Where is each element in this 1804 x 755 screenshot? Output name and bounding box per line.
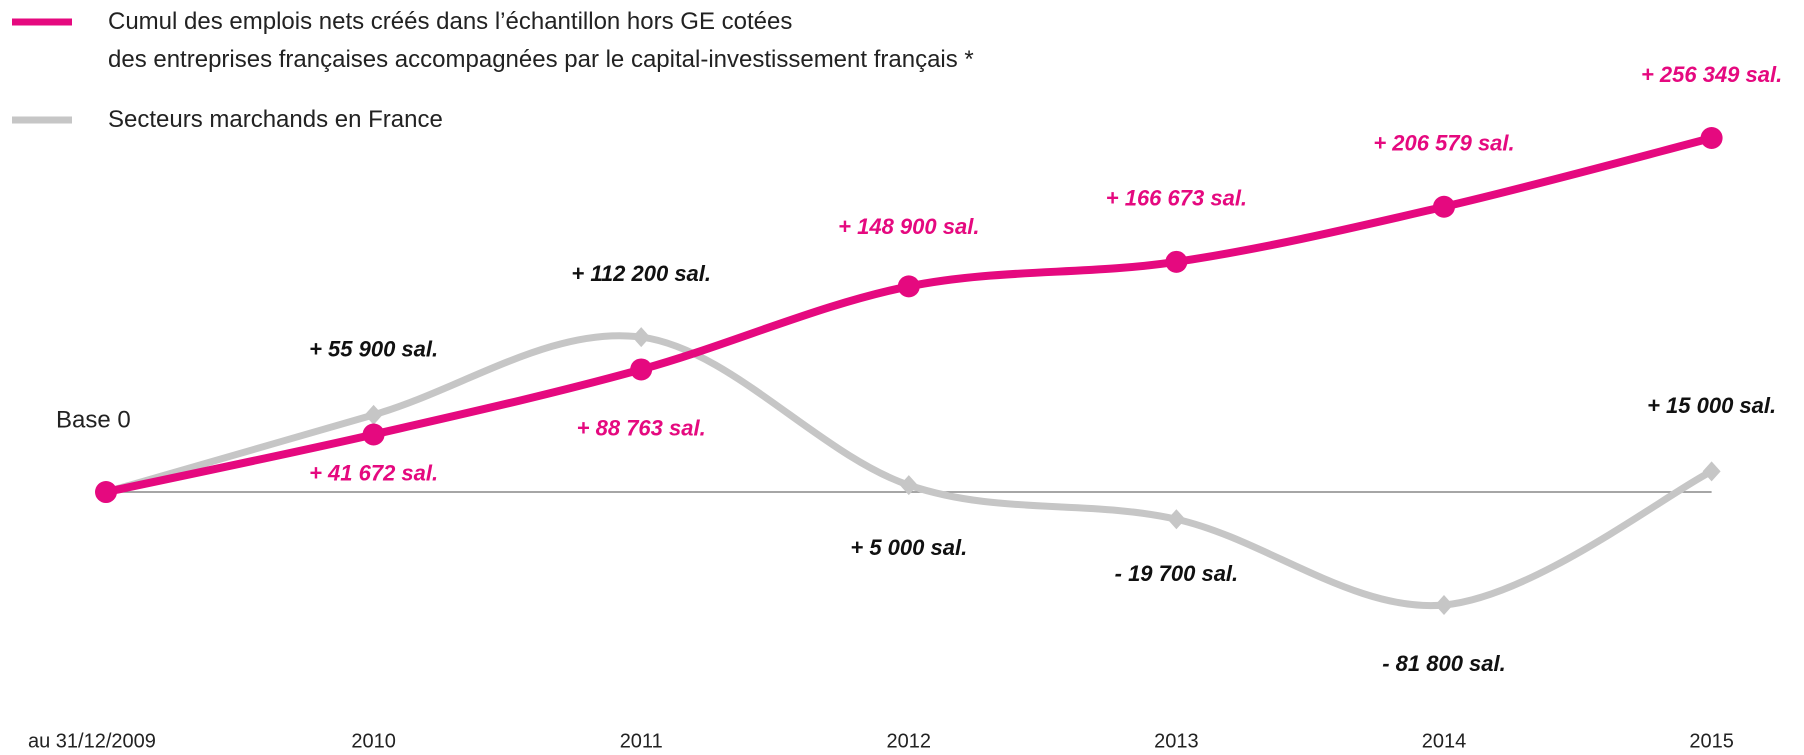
point [899,475,918,496]
data-label: + 166 673 sal. [1106,186,1247,211]
data-label: - 81 800 sal. [1382,651,1506,676]
point [1167,509,1186,530]
data-label: + 41 672 sal. [309,460,438,485]
series-line [102,134,1716,497]
data-label: + 256 349 sal. [1641,62,1782,87]
annotation: Base 0 [56,406,131,433]
x-tick-label: 2011 [620,730,663,752]
data-label: + 112 200 sal. [571,261,711,286]
data-label: + 15 000 sal. [1647,393,1776,418]
data-label: + 148 900 sal. [838,214,979,239]
x-tick-label: 2015 [1689,730,1734,752]
x-tick-label: 2014 [1422,730,1467,752]
x-tick-label: 2012 [887,730,932,752]
x-tick-label: 2013 [1154,730,1199,752]
point [897,275,920,298]
x-tick-label: 2010 [351,730,396,752]
point [364,404,383,425]
point [1435,595,1453,615]
data-label: + 55 900 sal. [309,337,438,362]
point [1433,195,1455,218]
legend-label: Cumul des emplois nets créés dans l’écha… [108,8,974,73]
legend-label: Secteurs marchands en France [108,106,443,133]
data-label: + 5 000 sal. [850,535,967,560]
point [1702,461,1721,482]
point [1165,250,1188,273]
point [632,327,651,348]
point [362,423,385,446]
point [1700,127,1723,149]
point [630,358,653,381]
data-label: + 206 579 sal. [1373,131,1514,156]
x-tick-label: au 31/12/2009 [28,730,156,752]
point [95,481,117,504]
data-label: + 88 763 sal. [577,415,706,440]
data-label: - 19 700 sal. [1115,561,1239,586]
